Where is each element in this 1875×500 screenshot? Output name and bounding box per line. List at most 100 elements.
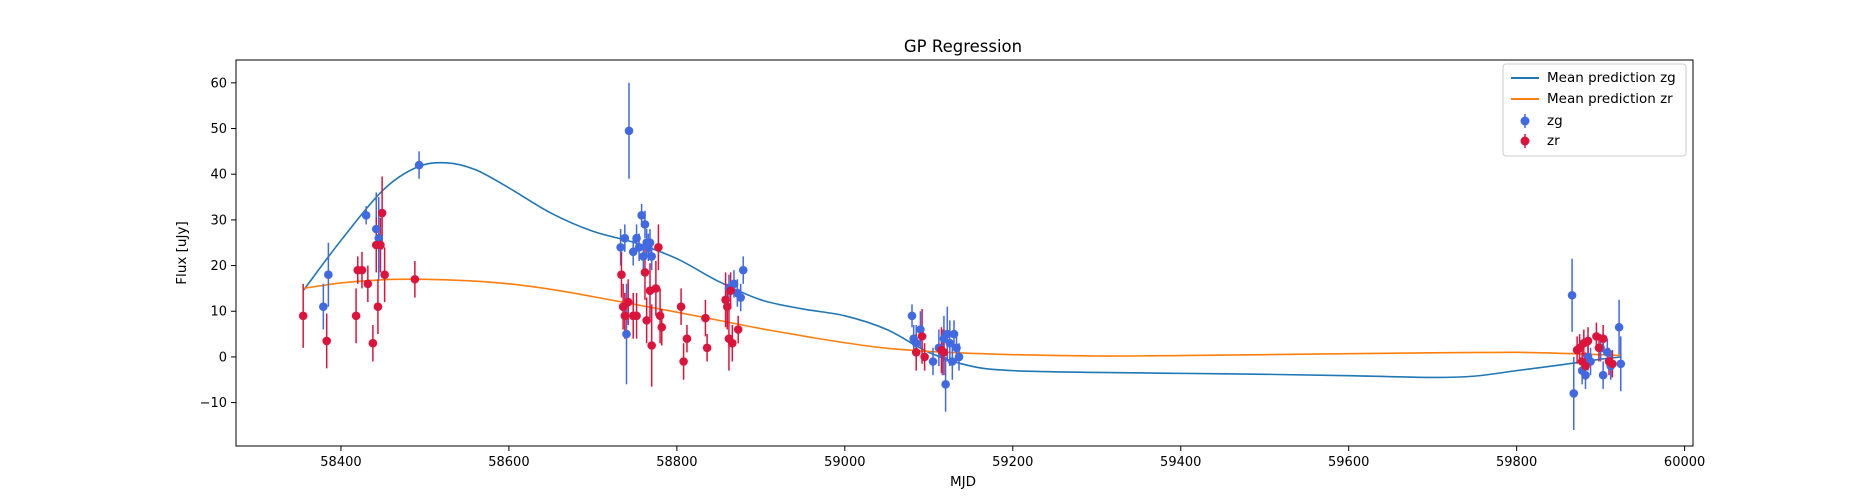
point-zr xyxy=(640,268,650,277)
x-tick-label: 59800 xyxy=(1496,455,1537,470)
point-zg xyxy=(907,311,917,321)
point-zr xyxy=(380,270,389,279)
point-zr xyxy=(1583,336,1593,346)
y-axis-ticks: −10 0 10 20 30 40 50 60 xyxy=(200,76,236,411)
y-tick-label: 0 xyxy=(219,350,227,365)
point-zg xyxy=(361,211,371,220)
point-zr xyxy=(655,311,665,321)
point-zr xyxy=(1581,361,1590,371)
point-zr xyxy=(632,311,641,321)
point-zr xyxy=(654,242,663,252)
prediction-lines xyxy=(302,161,1622,379)
y-tick-label: 20 xyxy=(210,259,227,274)
point-zg xyxy=(632,233,641,243)
point-zr xyxy=(363,279,373,289)
point-zg xyxy=(622,329,631,339)
point-zr xyxy=(376,240,385,250)
point-zg xyxy=(637,211,646,220)
point-zr xyxy=(1598,334,1608,343)
point-zr xyxy=(1594,343,1604,353)
point-zg xyxy=(640,220,650,229)
point-zr xyxy=(620,311,630,321)
legend-label-zg: zg xyxy=(1547,113,1563,129)
point-zr xyxy=(702,343,712,353)
point-zg xyxy=(645,238,655,248)
y-tick-label: 30 xyxy=(210,213,227,228)
x-tick-label: 59400 xyxy=(1160,455,1201,470)
point-zg xyxy=(628,247,638,257)
legend-marker-zg xyxy=(1520,116,1530,126)
point-zr xyxy=(721,295,730,305)
y-tick-label: 50 xyxy=(210,122,227,137)
point-zg xyxy=(414,160,424,170)
point-zg xyxy=(945,338,955,348)
point-zr xyxy=(657,322,667,332)
point-zr xyxy=(728,338,737,348)
point-zg xyxy=(638,252,648,261)
x-tick-label: 58400 xyxy=(320,455,361,470)
point-zr xyxy=(939,348,949,357)
legend-label-zr-line: Mean prediction zr xyxy=(1547,91,1673,107)
point-zg xyxy=(928,357,938,366)
point-zr xyxy=(679,357,688,366)
point-zr xyxy=(617,270,626,279)
point-zr xyxy=(1592,332,1601,341)
point-zg xyxy=(738,265,748,275)
point-zr xyxy=(623,297,633,307)
x-tick-label: 58600 xyxy=(488,455,529,470)
point-zg xyxy=(624,126,634,136)
point-zr xyxy=(726,286,735,295)
x-tick-label: 59600 xyxy=(1328,455,1369,470)
point-zg xyxy=(1598,370,1608,380)
observation-points xyxy=(298,126,1626,398)
point-zg xyxy=(1603,348,1612,357)
point-zg xyxy=(736,293,746,302)
point-zg xyxy=(319,302,328,311)
point-zr xyxy=(651,284,661,293)
point-zg xyxy=(1567,290,1577,300)
point-zg xyxy=(1569,389,1579,398)
point-zg xyxy=(948,357,957,366)
point-zg xyxy=(634,242,644,252)
y-tick-label: −10 xyxy=(200,396,227,411)
point-zg xyxy=(647,252,656,261)
point-zr xyxy=(701,313,710,323)
x-axis-label: MJD xyxy=(950,474,976,490)
point-zg xyxy=(1616,359,1626,369)
y-tick-label: 60 xyxy=(210,76,227,91)
point-zr xyxy=(373,302,383,311)
y-axis-label: Flux [uJy] xyxy=(174,221,190,284)
point-zr xyxy=(410,274,420,284)
point-zg xyxy=(729,279,739,289)
point-zr xyxy=(322,336,331,346)
point-zr xyxy=(647,341,656,350)
legend-label-zr: zr xyxy=(1547,133,1560,149)
point-zr xyxy=(917,332,927,341)
y-tick-label: 10 xyxy=(210,305,227,320)
point-zr xyxy=(377,208,387,218)
point-zg xyxy=(952,343,961,353)
legend-label-zg-line: Mean prediction zg xyxy=(1547,70,1676,86)
point-zr xyxy=(642,316,651,325)
point-zr xyxy=(733,325,743,334)
x-axis-ticks: 58400 58600 58800 59000 59200 59400 59600 59800… xyxy=(320,446,1705,470)
point-zg xyxy=(371,224,381,234)
x-tick-label: 58800 xyxy=(656,455,697,470)
x-tick-label: 59000 xyxy=(824,455,865,470)
line-mean-prediction-zr xyxy=(303,278,1622,357)
point-zr xyxy=(676,302,686,311)
point-zr xyxy=(1608,359,1617,369)
chart-title: GP Regression xyxy=(904,37,1022,56)
point-zr xyxy=(298,311,308,321)
y-tick-label: 40 xyxy=(210,168,227,183)
legend-marker-zr xyxy=(1520,136,1530,146)
point-zg xyxy=(374,233,384,243)
point-zr xyxy=(368,338,378,348)
line-mean-prediction-zg xyxy=(302,161,1622,379)
point-zg xyxy=(949,329,959,339)
point-zg xyxy=(942,329,952,339)
plot-area: 58400 58600 58800 59000 59200 59400 59600 59800… xyxy=(200,59,1705,470)
point-zg xyxy=(941,380,950,389)
axes-frame xyxy=(235,59,1694,447)
